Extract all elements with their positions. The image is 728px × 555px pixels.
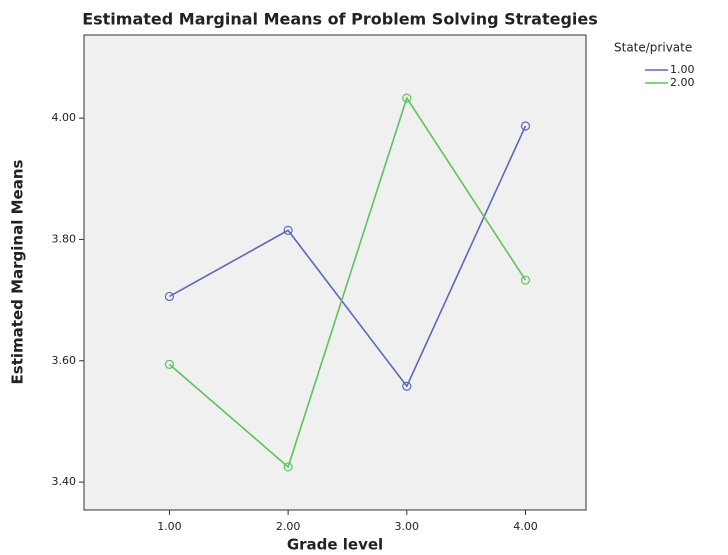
x-tick-label: 2.00 — [276, 520, 301, 533]
series-line — [168, 96, 527, 469]
legend-label: 2.00 — [670, 76, 695, 89]
x-tick-label: 3.00 — [395, 520, 420, 533]
legend-title: State/private — [614, 41, 692, 55]
y-tick-label: 4.00 — [52, 111, 77, 124]
plot-area — [83, 34, 587, 511]
point-marker — [164, 359, 175, 370]
x-tick-label: 1.00 — [157, 520, 182, 533]
point-marker — [164, 291, 175, 302]
point-marker — [402, 93, 412, 103]
point-marker — [520, 121, 531, 131]
y-tick-label: 3.60 — [52, 354, 77, 367]
point-marker — [283, 225, 293, 235]
point-marker — [520, 275, 531, 285]
chart-title: Estimated Marginal Means of Problem Solv… — [82, 10, 598, 29]
legend-label: 1.00 — [670, 63, 695, 76]
point-marker — [283, 462, 293, 472]
x-tick-label: 4.00 — [513, 520, 538, 533]
point-marker — [402, 381, 412, 391]
y-tick-label: 3.80 — [52, 232, 77, 245]
series-line — [169, 125, 527, 388]
y-axis-label: Estimated Marginal Means — [9, 160, 27, 385]
x-axis-label: Grade level — [287, 536, 383, 554]
y-tick-label: 3.40 — [52, 475, 77, 488]
